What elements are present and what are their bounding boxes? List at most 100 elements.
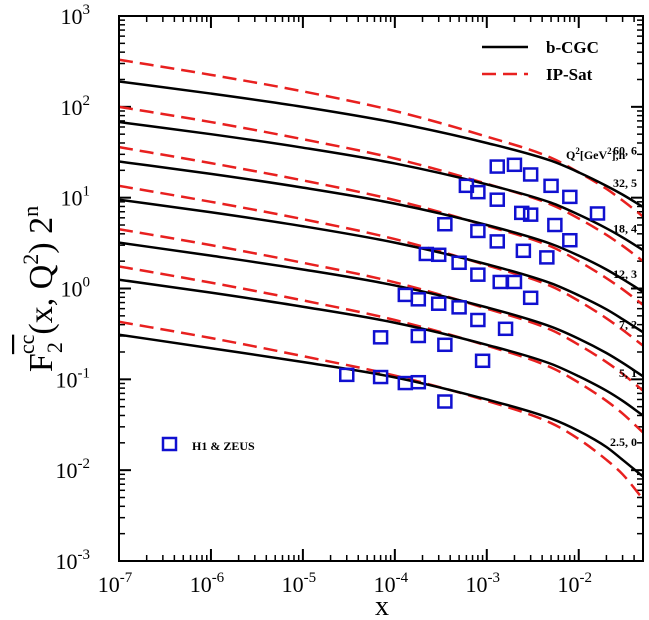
ipsat-curve [119,227,643,392]
bcgc-curve [119,160,643,293]
x-tick-label: 10-6 [190,570,225,597]
y-label-rest: (x, Q [23,265,60,335]
points-legend-label: H1 & ZEUS [192,439,255,453]
y-tick-label: 100 [61,275,91,302]
y-label-close: ) 2 [23,217,60,254]
data-point-marker [470,223,486,239]
legend: b-CGC IP-Sat [482,38,599,84]
series-label: 7, 2 [619,318,637,332]
bcgc-curve [119,333,643,478]
x-tick-labels: 10-7 10-6 10-5 10-4 10-3 10-2 [98,570,592,597]
ann-header-tail: ],n [612,148,626,162]
data-point-marker [513,205,530,221]
ipsat-curve [119,58,643,218]
bcgc-curve [119,120,643,252]
y-tick-base: 10 [61,4,83,29]
y-tick-exp: -3 [78,547,91,563]
model-curves [119,58,643,500]
y-tick-exp: 0 [83,275,91,291]
x-tick-base: 10 [557,572,579,597]
y-tick-exp: 1 [83,184,91,200]
data-point-marker [474,353,491,369]
y-tick-label: 103 [61,2,91,29]
y-label-f: F [23,353,60,372]
data-point-marker [522,290,539,306]
data-point-marker [430,247,447,263]
data-point-marker [410,374,427,390]
data-point-marker [437,337,453,353]
ann-header-unit-exp: 2 [607,146,612,156]
data-point-marker [543,178,559,194]
y-tick-base: 10 [56,367,78,392]
points-legend: H1 & ZEUS [161,436,255,453]
legend-label-ipsat: IP-Sat [546,65,593,84]
bcgc-curve [119,278,643,417]
data-point-marker [430,296,447,311]
bcgc-curve [119,80,643,209]
series-label: 12, 3 [613,267,637,281]
data-point-marker [547,217,563,233]
x-tick-label: 10-5 [282,570,317,597]
ann-header-q-exp: 2 [575,146,580,156]
y-tick-base: 10 [61,95,83,120]
data-point-marker [339,367,355,383]
plot-frame [118,15,644,562]
data-point-marker [372,369,389,385]
data-point-marker [515,243,532,259]
data-point-marker [451,255,467,271]
y-tick-base: 10 [61,277,83,302]
bcgc-curve [119,241,643,378]
y-tick-base: 10 [56,458,78,483]
x-tick-label: 10-7 [98,570,133,597]
x-tick-exp: -2 [579,570,592,586]
y-tick-exp: 2 [83,93,91,109]
data-point-marker [489,192,506,207]
bcgc-curve [119,198,643,334]
ipsat-curve [119,320,643,500]
x-tick-base: 10 [282,572,304,597]
data-point-marker [437,216,453,232]
data-point-marker [410,292,427,307]
data-point-marker [589,206,606,221]
data-point-marker [506,157,523,173]
x-axis-label: x [375,591,389,620]
data-point-marker [562,232,578,248]
y-tick-base: 10 [61,186,83,211]
y-tick-label: 10-3 [56,547,91,574]
y-tick-exp: -1 [78,365,91,381]
data-point-marker [489,159,506,174]
y-tick-label: 10-2 [56,456,91,483]
x-tick-label: 10-2 [557,570,592,597]
data-point-marker [470,184,486,200]
x-tick-label: 10-3 [466,570,501,597]
data-point-marker [489,234,506,249]
y-tick-label: 10-1 [56,365,91,392]
data-point-marker [437,394,453,409]
x-tick-exp: -5 [304,570,317,586]
series-label: 2.5, 0 [610,435,637,449]
data-point-marker [522,207,539,222]
ann-header-q: Q [566,148,575,162]
series-label: 32, 5 [613,176,637,190]
x-tick-base: 10 [98,572,120,597]
data-point-marker [451,300,467,315]
y-label-n-exp: n [18,206,43,217]
data-point-marker [562,189,578,205]
y-axis-label: F2cc(x, Q2) 2n [14,206,67,372]
data-point-marker [497,321,514,337]
data-point-marker [410,328,427,344]
y-tick-label: 102 [61,93,91,120]
x-tick-base: 10 [466,572,488,597]
x-tick-exp: -7 [120,570,133,586]
ann-header-unit: [GeV [580,148,608,162]
x-tick-exp: -4 [396,570,409,586]
points-legend-marker [161,436,178,452]
y-tick-base: 10 [56,549,78,574]
series-label: 5, 1 [619,366,637,380]
series-label: 18, 4 [613,221,637,235]
data-point-marker [506,274,523,290]
data-point-marker [470,312,486,328]
y-tick-exp: -2 [78,456,91,472]
